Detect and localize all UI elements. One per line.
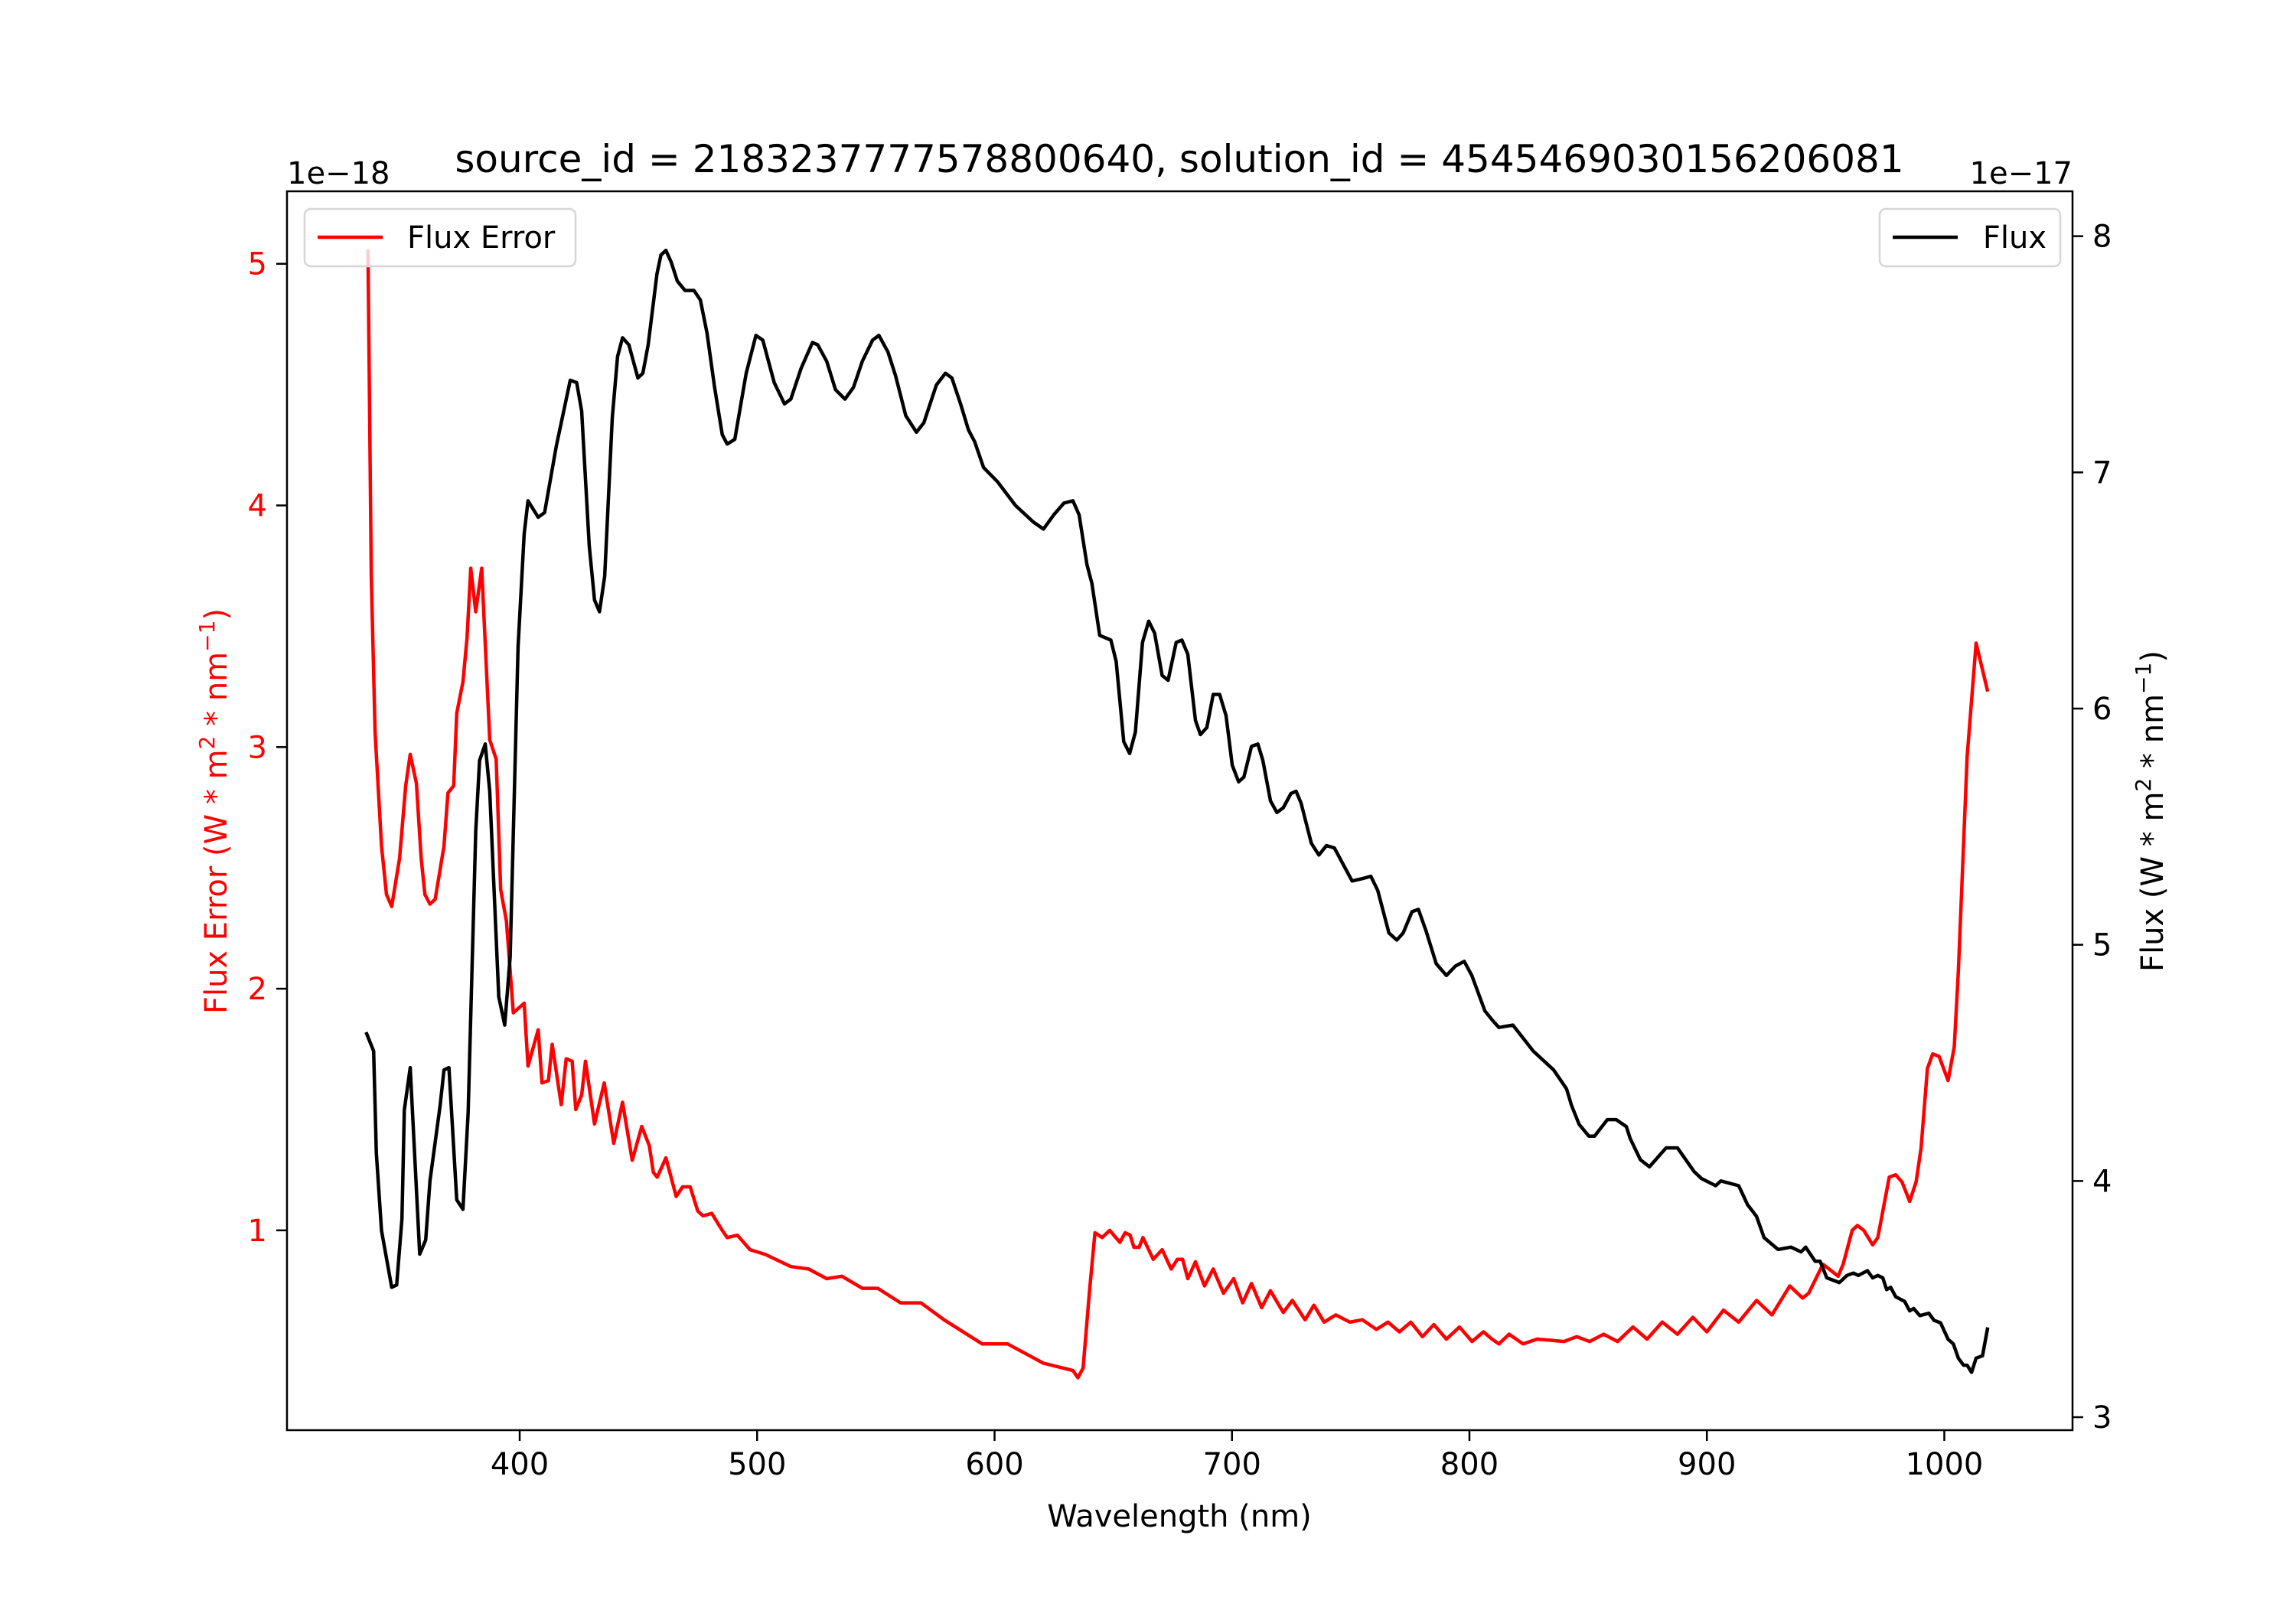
series-line-flux <box>364 248 1990 1374</box>
axes-frame <box>285 190 2074 1432</box>
legend-flux: Flux <box>1878 207 2062 268</box>
x-axis-label: Wavelength (nm) <box>1047 1499 1312 1534</box>
right-y-axis-label: Flux (W * m2 * nm−1) <box>2131 650 2170 972</box>
series-line-flux-error <box>366 249 1990 1380</box>
plot-area <box>364 248 1990 1380</box>
x-axis: 400 500 600 700 800 900 1000 <box>491 1430 1984 1482</box>
x-tick-label: 500 <box>728 1447 786 1482</box>
left-y-axis: 1 2 3 4 5 <box>248 247 287 1249</box>
right-y-tick-label: 3 <box>2092 1400 2112 1436</box>
left-y-tick-label: 2 <box>248 972 267 1007</box>
x-tick-label: 1000 <box>1906 1447 1984 1482</box>
left-y-tick-label: 3 <box>248 730 267 765</box>
left-y-tick-label: 5 <box>248 247 267 282</box>
chart-title: source_id = 2183237777578800640, solutio… <box>455 137 1903 181</box>
right-y-tick-label: 5 <box>2092 928 2112 963</box>
legend-flux-error: Flux Error <box>303 207 577 268</box>
right-y-tick-label: 8 <box>2092 220 2112 255</box>
legend-label-flux: Flux <box>1983 220 2047 256</box>
right-y-tick-label: 6 <box>2092 692 2112 727</box>
left-offset-text: 1e−18 <box>287 156 390 191</box>
x-tick-label: 900 <box>1678 1447 1736 1482</box>
x-tick-label: 400 <box>491 1447 549 1482</box>
x-tick-label: 600 <box>965 1447 1023 1482</box>
x-tick-label: 800 <box>1440 1447 1499 1482</box>
right-y-axis: 3 4 5 6 7 8 <box>2073 220 2112 1436</box>
left-y-axis-label: Flux Error (W * m2 * nm−1) <box>194 608 234 1014</box>
x-tick-label: 700 <box>1203 1447 1261 1482</box>
legend-label-flux-error: Flux Error <box>407 220 556 256</box>
right-y-tick-label: 4 <box>2092 1164 2112 1199</box>
left-y-tick-label: 4 <box>248 489 267 524</box>
left-y-tick-label: 1 <box>248 1214 267 1249</box>
right-offset-text: 1e−17 <box>1970 156 2073 191</box>
right-y-tick-label: 7 <box>2092 455 2112 490</box>
